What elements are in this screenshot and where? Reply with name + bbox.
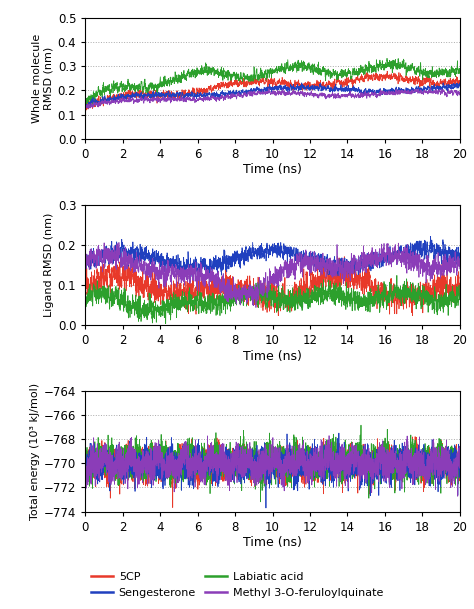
X-axis label: Time (ns): Time (ns) bbox=[243, 537, 302, 549]
X-axis label: Time (ns): Time (ns) bbox=[243, 350, 302, 363]
Legend: 5CP, Sengesterone, Labiatic acid, Methyl 3-O-feruloylquinate: 5CP, Sengesterone, Labiatic acid, Methyl… bbox=[85, 567, 389, 604]
X-axis label: Time (ns): Time (ns) bbox=[243, 163, 302, 177]
Y-axis label: Total energy (10³ kJ/mol): Total energy (10³ kJ/mol) bbox=[30, 383, 40, 520]
Y-axis label: Whole molecule
RMSD (nm): Whole molecule RMSD (nm) bbox=[32, 34, 54, 123]
Y-axis label: Ligand RMSD (nm): Ligand RMSD (nm) bbox=[44, 213, 54, 317]
